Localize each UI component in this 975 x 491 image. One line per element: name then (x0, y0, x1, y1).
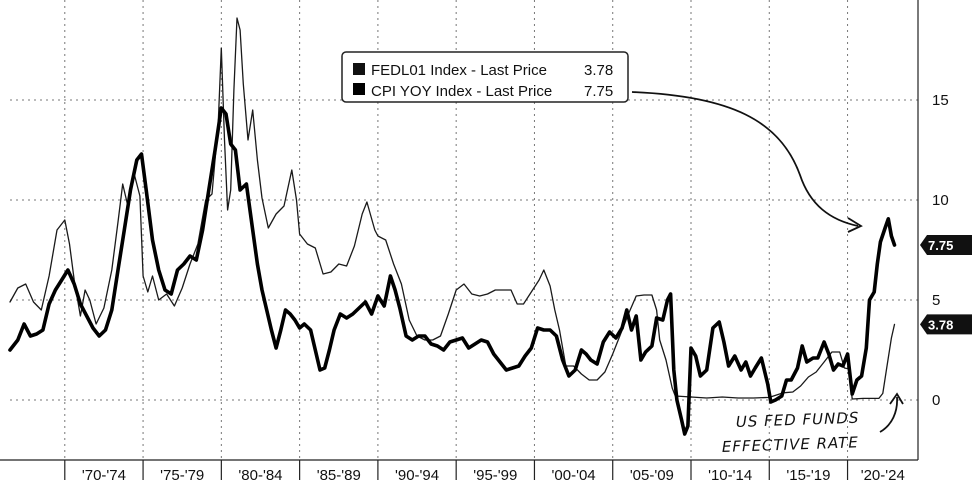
grid-layer (10, 0, 918, 460)
axis-layer: 0 5 10 15 '70-'74 '75-'79 '80-'84 '85-'89 '90-'9… (0, 0, 949, 484)
legend-value-cpi: 7.75 (584, 83, 613, 100)
x-tick-label: '15-'19 (786, 467, 830, 484)
x-tick-label: '20-'24 (861, 467, 905, 484)
legend-box (341, 51, 629, 103)
legend-swatch-fedl01 (353, 63, 365, 75)
legend: FEDL01 Index - Last Price 3.78 CPI YOY I… (341, 51, 629, 103)
annotation-arrowhead (889, 392, 904, 405)
legend-value-fedl01: 3.78 (584, 62, 613, 79)
x-tick-label: '70-'74 (82, 467, 126, 484)
y-tick-label: 15 (932, 92, 949, 109)
legend-label-cpi: CPI YOY Index - Last Price (371, 83, 552, 100)
last-value-badge-fedl01-text: 3.78 (928, 317, 953, 332)
x-tick-label: '10-'14 (708, 467, 752, 484)
x-tick-label: '85-'89 (317, 467, 361, 484)
series-layer (8, 17, 897, 436)
last-value-badge-fedl01-shape (920, 314, 972, 335)
last-value-badge-cpi-text: 7.75 (928, 238, 953, 253)
legend-label-fedl01: FEDL01 Index - Last Price (371, 62, 547, 79)
x-tick-label: '90-'94 (395, 467, 439, 484)
y-tick-label: 0 (932, 392, 940, 409)
series-line-cpi (8, 106, 897, 436)
y-tick-label: 5 (932, 292, 940, 309)
x-tick-label: '00-'04 (552, 467, 596, 484)
x-tick-label: '95-'99 (473, 467, 517, 484)
series-line-fedl01 (9, 17, 896, 400)
legend-swatch-cpi (353, 83, 365, 95)
last-value-badge-cpi-shape (920, 235, 972, 255)
legend-arrow (631, 91, 859, 227)
x-tick-label: '80-'84 (238, 467, 282, 484)
value-badges: 3.78 7.75 (920, 235, 972, 335)
annotation-line-1: US FED FUNDS (736, 409, 860, 431)
x-tick-label: '75-'79 (160, 467, 204, 484)
annotation-arrow (879, 396, 898, 433)
last-value-badge-cpi: 7.75 (920, 235, 972, 255)
y-tick-label: 10 (932, 192, 949, 209)
last-value-badge-fedl01: 3.78 (920, 314, 972, 335)
annotation-line-2: EFFECTIVE RATE (722, 433, 860, 456)
legend-arrowhead (847, 217, 863, 233)
x-tick-label: '05-'09 (630, 467, 674, 484)
